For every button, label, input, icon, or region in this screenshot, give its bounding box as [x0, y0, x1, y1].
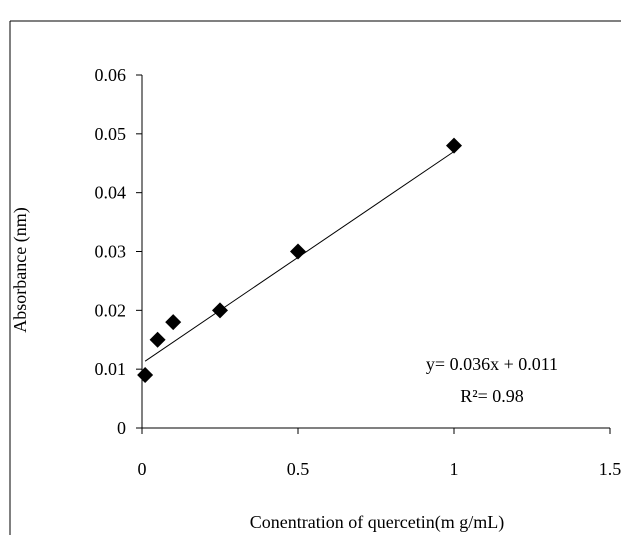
- data-point: [165, 314, 182, 331]
- trendline-equation: y= 0.036x + 0.011: [426, 354, 558, 374]
- y-axis-label: Absorbance (nm): [10, 207, 31, 332]
- x-tick-label: 1: [450, 459, 459, 479]
- data-point: [137, 367, 154, 384]
- data-point: [149, 331, 166, 348]
- x-tick-label: 0.5: [287, 459, 310, 479]
- data-point: [290, 243, 306, 260]
- x-ticks: 0 0.5 1 1.5: [138, 428, 621, 479]
- y-tick-label: 0.05: [95, 124, 127, 144]
- data-point: [446, 137, 462, 154]
- x-tick-label: 1.5: [599, 459, 621, 479]
- data-point: [212, 302, 228, 319]
- y-tick-label: 0: [117, 418, 126, 438]
- y-ticks: 0 0.01 0.02 0.03 0.04 0.05 0.06: [95, 65, 142, 438]
- y-tick-label: 0.04: [95, 183, 127, 203]
- r-squared-label: R²= 0.98: [460, 386, 524, 406]
- axes: [141, 75, 610, 429]
- y-tick-label: 0.02: [95, 300, 127, 320]
- y-tick-label: 0.03: [95, 242, 127, 262]
- x-tick-label: 0: [138, 459, 147, 479]
- y-tick-label: 0.06: [95, 65, 127, 85]
- y-tick-label: 0.01: [95, 359, 127, 379]
- data-points: [137, 137, 462, 384]
- x-axis-label: Conentration of quercetin(m g/mL): [250, 512, 504, 533]
